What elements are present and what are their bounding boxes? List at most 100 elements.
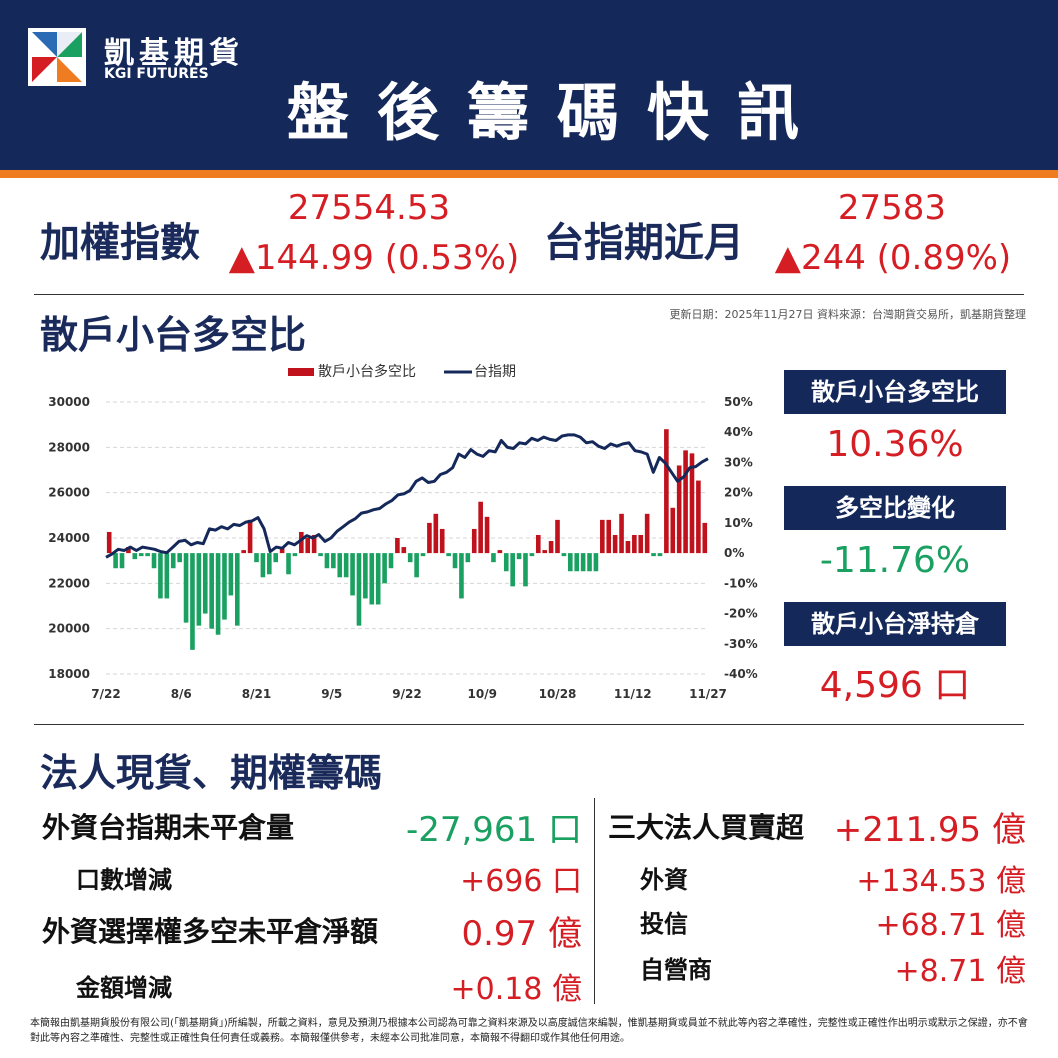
bar xyxy=(568,553,573,572)
foreign-tx-oi-label: 外資台指期未平倉量 xyxy=(42,811,295,844)
bar xyxy=(702,522,708,554)
bar xyxy=(542,550,547,554)
bar xyxy=(279,547,285,554)
bar xyxy=(471,528,477,554)
bar xyxy=(190,553,195,650)
bar xyxy=(151,553,157,569)
bar xyxy=(260,553,266,578)
bar xyxy=(343,553,349,578)
bar xyxy=(548,541,554,554)
ratio-change-value: -11.76% xyxy=(819,540,971,581)
right-axis-tick-label: -30% xyxy=(724,637,758,651)
bar xyxy=(491,553,496,563)
bar xyxy=(222,553,227,620)
bar xyxy=(286,553,291,575)
page-title: 盤後籌碼快訊 xyxy=(286,76,827,149)
bar xyxy=(215,553,221,635)
foreign-label: 外資 xyxy=(640,866,688,894)
bar xyxy=(241,550,246,554)
update-note: 更新日期：2025年11月27日 資料來源：台灣期貨交易所，凱基期貨整理 xyxy=(669,308,1026,321)
bar xyxy=(247,519,253,554)
bar xyxy=(574,553,580,572)
taiex-label: 加權指數 xyxy=(40,220,200,266)
retail-ratio-value: 10.36% xyxy=(826,424,964,465)
bar xyxy=(170,553,176,569)
right-axis-tick-label: 10% xyxy=(724,516,753,530)
bar xyxy=(446,553,451,557)
bar xyxy=(478,501,483,554)
amount-change-label: 金額增減 xyxy=(76,974,172,1002)
right-axis-tick-label: 0% xyxy=(724,546,744,560)
bar xyxy=(388,553,394,569)
institution-section-title: 法人現貨、期權籌碼 xyxy=(40,751,383,795)
retail-ratio-box-label: 散戶小台多空比 xyxy=(784,370,1006,414)
retail-ratio-chart: 30000 28000 26000 24000 22000 20000 18000 50% 40… xyxy=(48,363,758,701)
retail-net-position-value: 4,596 口 xyxy=(819,665,971,706)
bar xyxy=(452,553,458,569)
dealer-label: 自營商 xyxy=(640,956,712,984)
tx-near-label: 台指期近月 xyxy=(544,220,744,266)
bar xyxy=(356,553,362,626)
right-axis-tick-label: 50% xyxy=(724,395,753,409)
dealer-value: +8.71 億 xyxy=(894,954,1026,989)
bar xyxy=(350,553,355,596)
bar xyxy=(106,531,112,554)
bar xyxy=(331,553,336,569)
right-axis-tick-label: 20% xyxy=(724,486,753,500)
bar xyxy=(555,519,560,554)
bar xyxy=(318,553,323,557)
bar xyxy=(651,553,656,557)
header-banner: 凱基期貨 KGI FUTURES 盤後籌碼快訊 xyxy=(0,0,1058,170)
left-axis-tick-label: 18000 xyxy=(48,667,90,681)
bar xyxy=(401,547,407,554)
ratio-change-box-label: 多空比變化 xyxy=(784,486,1006,530)
tx-near-value: 27583 xyxy=(837,188,947,228)
right-axis-tick-label: -10% xyxy=(724,576,758,590)
bar xyxy=(689,453,695,554)
bar xyxy=(670,507,676,554)
bar xyxy=(676,465,682,554)
retail-net-position-box-label: 散戶小台淨持倉 xyxy=(784,602,1006,646)
left-axis-tick-label: 26000 xyxy=(48,486,90,500)
foreign-value: +134.53 億 xyxy=(856,864,1026,899)
left-axis-tick-label: 20000 xyxy=(48,622,90,636)
bar xyxy=(177,553,182,563)
bar xyxy=(183,553,189,623)
bar xyxy=(158,553,163,599)
bar xyxy=(292,553,298,557)
legend-label-line: 台指期 xyxy=(474,364,516,380)
bar xyxy=(510,553,515,587)
foreign-option-net-label: 外資選擇權多空未平倉淨額 xyxy=(42,915,379,948)
bar xyxy=(593,553,599,572)
header-accent-bar xyxy=(0,170,1058,178)
bar xyxy=(439,528,445,554)
bar xyxy=(420,553,426,557)
x-axis-tick-label: 9/22 xyxy=(392,687,421,701)
left-axis-tick-label: 24000 xyxy=(48,531,90,545)
divider xyxy=(34,724,1024,725)
right-axis-tick-label: 30% xyxy=(724,455,753,469)
three-institutions-value: +211.95 億 xyxy=(833,810,1026,850)
bar xyxy=(209,553,214,629)
bar xyxy=(516,553,522,560)
left-axis-tick-label: 22000 xyxy=(48,576,90,590)
divider xyxy=(34,294,1024,295)
x-axis-tick-label: 7/22 xyxy=(91,687,120,701)
x-axis-tick-label: 11/27 xyxy=(689,687,727,701)
bar xyxy=(113,553,118,569)
legend-swatch-bar xyxy=(288,368,314,376)
bar xyxy=(600,519,605,554)
bar xyxy=(202,553,208,614)
foreign-tx-oi-value: -27,961 口 xyxy=(405,810,582,850)
x-axis-tick-label: 10/28 xyxy=(539,687,577,701)
bar xyxy=(375,553,381,605)
bar xyxy=(580,553,586,572)
right-axis-tick-label: 40% xyxy=(724,425,753,439)
bar xyxy=(267,553,272,575)
bar xyxy=(657,553,663,557)
bar xyxy=(305,538,311,554)
bar xyxy=(529,553,535,557)
bar xyxy=(503,553,509,572)
tx-near-change: ▲244 (0.89%) xyxy=(774,238,1012,278)
bar xyxy=(535,534,541,554)
